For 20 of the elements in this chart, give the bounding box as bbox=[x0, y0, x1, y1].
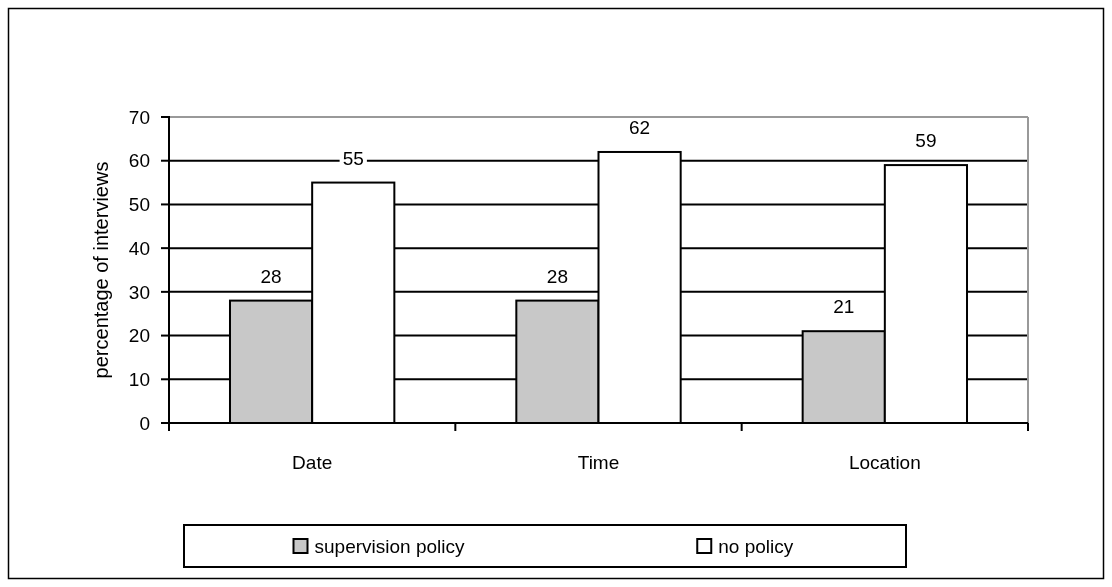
data-label: 21 bbox=[833, 296, 855, 318]
x-tick-label: Date bbox=[292, 452, 333, 473]
data-label: 28 bbox=[260, 265, 282, 287]
x-tick-label: Location bbox=[848, 452, 921, 473]
legend-label: supervision policy bbox=[314, 535, 465, 557]
data-label: 59 bbox=[915, 130, 937, 152]
y-tick-label: 0 bbox=[139, 412, 150, 434]
y-tick-label: 40 bbox=[128, 237, 150, 259]
x-tick-label: Time bbox=[577, 452, 620, 473]
y-tick-label: 60 bbox=[128, 150, 150, 172]
data-label: 28 bbox=[546, 265, 568, 287]
y-tick-label: 20 bbox=[128, 325, 150, 347]
y-tick-label: 50 bbox=[128, 194, 150, 216]
y-tick-label: 70 bbox=[128, 106, 150, 128]
legend-label: no policy bbox=[718, 535, 794, 557]
y-tick-label: 10 bbox=[128, 368, 150, 390]
y-axis-title: percentage of interviews bbox=[90, 161, 112, 379]
y-tick-label: 30 bbox=[128, 281, 150, 303]
data-label: 62 bbox=[629, 116, 651, 138]
data-label: 55 bbox=[342, 147, 364, 169]
